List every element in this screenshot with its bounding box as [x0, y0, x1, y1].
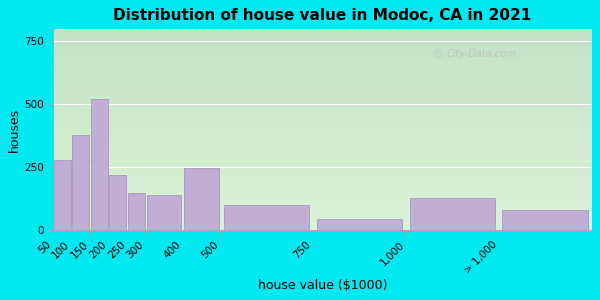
X-axis label: house value ($1000): house value ($1000) — [257, 279, 387, 292]
Bar — [128, 193, 145, 230]
Text: ⊙: ⊙ — [433, 48, 443, 61]
Title: Distribution of house value in Modoc, CA in 2021: Distribution of house value in Modoc, CA… — [113, 8, 532, 23]
Bar — [224, 205, 309, 230]
Bar — [91, 99, 108, 230]
Bar — [317, 219, 402, 230]
Bar — [184, 168, 218, 230]
Y-axis label: houses: houses — [8, 107, 22, 152]
Bar — [147, 195, 181, 230]
Bar — [109, 175, 127, 230]
Text: City-Data.com: City-Data.com — [446, 49, 516, 59]
Bar — [502, 210, 588, 230]
Bar — [53, 160, 71, 230]
Bar — [72, 135, 89, 230]
Bar — [410, 198, 495, 230]
